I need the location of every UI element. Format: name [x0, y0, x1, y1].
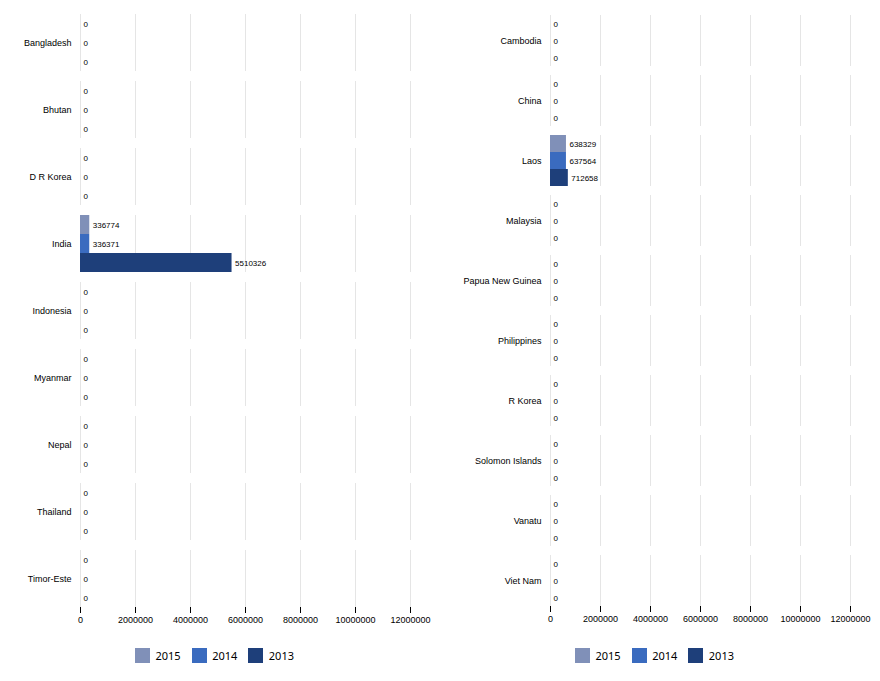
- svg-text:0: 0: [84, 594, 89, 603]
- svg-text:India: India: [52, 239, 72, 249]
- svg-text:0: 0: [84, 460, 89, 469]
- svg-text:0: 0: [84, 20, 89, 29]
- svg-text:0: 0: [554, 594, 559, 603]
- svg-text:0: 0: [554, 20, 559, 29]
- svg-text:8000000: 8000000: [733, 614, 768, 624]
- svg-text:0: 0: [84, 441, 89, 450]
- svg-text:0: 0: [84, 173, 89, 182]
- svg-text:0: 0: [84, 575, 89, 584]
- svg-text:0: 0: [554, 54, 559, 63]
- svg-text:0: 0: [554, 337, 559, 346]
- svg-text:2000000: 2000000: [118, 615, 153, 625]
- svg-text:336371: 336371: [93, 240, 120, 249]
- svg-text:0: 0: [554, 294, 559, 303]
- svg-text:Indonesia: Indonesia: [32, 306, 71, 316]
- svg-text:10000000: 10000000: [780, 614, 820, 624]
- svg-text:0: 0: [84, 39, 89, 48]
- svg-text:Nepal: Nepal: [48, 440, 72, 450]
- svg-text:0: 0: [84, 106, 89, 115]
- svg-text:0: 0: [554, 414, 559, 423]
- html-text:2013: 2013: [708, 648, 734, 663]
- svg-text:0: 0: [554, 277, 559, 286]
- svg-text:D R Korea: D R Korea: [29, 172, 71, 182]
- svg-text:Philippines: Philippines: [498, 336, 542, 346]
- svg-text:0: 0: [84, 508, 89, 517]
- svg-text:0: 0: [84, 355, 89, 364]
- svg-text:0: 0: [554, 380, 559, 389]
- html-text:2013: 2013: [268, 648, 294, 663]
- svg-text:0: 0: [84, 87, 89, 96]
- svg-text:0: 0: [554, 577, 559, 586]
- svg-text:0: 0: [84, 422, 89, 431]
- svg-text:0: 0: [554, 560, 559, 569]
- svg-text:Thailand: Thailand: [37, 507, 72, 517]
- svg-text:Viet Nam: Viet Nam: [505, 576, 542, 586]
- svg-text:637564: 637564: [569, 157, 596, 166]
- svg-text:0: 0: [84, 556, 89, 565]
- svg-text:0: 0: [554, 80, 559, 89]
- svg-text:10000000: 10000000: [335, 615, 375, 625]
- svg-text:Malaysia: Malaysia: [506, 216, 542, 226]
- svg-text:4000000: 4000000: [173, 615, 208, 625]
- svg-text:0: 0: [84, 154, 89, 163]
- svg-text:12000000: 12000000: [830, 614, 870, 624]
- svg-text:0: 0: [548, 614, 553, 624]
- svg-text:0: 0: [84, 125, 89, 134]
- svg-text:0: 0: [554, 37, 559, 46]
- html-text:2015: 2015: [155, 648, 181, 663]
- svg-text:0: 0: [84, 307, 89, 316]
- svg-text:Papua New Guinea: Papua New Guinea: [463, 276, 541, 286]
- svg-text:0: 0: [554, 97, 559, 106]
- svg-text:0: 0: [554, 474, 559, 483]
- svg-text:638329: 638329: [569, 140, 596, 149]
- svg-text:5510326: 5510326: [235, 259, 267, 268]
- svg-text:Vanatu: Vanatu: [514, 516, 542, 526]
- svg-text:0: 0: [554, 200, 559, 209]
- svg-text:0: 0: [554, 397, 559, 406]
- svg-text:2000000: 2000000: [583, 614, 618, 624]
- svg-text:0: 0: [554, 217, 559, 226]
- svg-text:0: 0: [554, 517, 559, 526]
- html-text:2014: 2014: [212, 648, 238, 663]
- svg-text:0: 0: [84, 393, 89, 402]
- svg-text:8000000: 8000000: [283, 615, 318, 625]
- svg-text:Cambodia: Cambodia: [500, 36, 541, 46]
- svg-text:Bangladesh: Bangladesh: [24, 38, 72, 48]
- svg-text:6000000: 6000000: [228, 615, 263, 625]
- html-text:2014: 2014: [652, 648, 678, 663]
- svg-text:0: 0: [554, 320, 559, 329]
- html-text:2015: 2015: [595, 648, 621, 663]
- svg-text:0: 0: [84, 527, 89, 536]
- svg-text:0: 0: [554, 500, 559, 509]
- svg-text:R Korea: R Korea: [508, 396, 541, 406]
- svg-text:0: 0: [84, 489, 89, 498]
- svg-text:0: 0: [84, 192, 89, 201]
- svg-text:0: 0: [554, 114, 559, 123]
- svg-text:0: 0: [84, 374, 89, 383]
- svg-text:Myanmar: Myanmar: [34, 373, 72, 383]
- svg-text:0: 0: [84, 288, 89, 297]
- svg-text:0: 0: [554, 234, 559, 243]
- svg-text:Laos: Laos: [522, 156, 542, 166]
- svg-text:712658: 712658: [571, 174, 598, 183]
- svg-text:12000000: 12000000: [390, 615, 430, 625]
- svg-text:0: 0: [84, 58, 89, 67]
- svg-text:0: 0: [84, 326, 89, 335]
- svg-text:Timor-Este: Timor-Este: [28, 574, 72, 584]
- svg-text:0: 0: [554, 457, 559, 466]
- svg-text:0: 0: [554, 354, 559, 363]
- svg-text:0: 0: [78, 615, 83, 625]
- svg-text:4000000: 4000000: [633, 614, 668, 624]
- svg-text:Bhutan: Bhutan: [43, 105, 72, 115]
- svg-text:336774: 336774: [93, 221, 120, 230]
- svg-text:0: 0: [554, 534, 559, 543]
- svg-text:Solomon Islands: Solomon Islands: [475, 456, 542, 466]
- svg-text:0: 0: [554, 440, 559, 449]
- svg-text:China: China: [518, 96, 542, 106]
- svg-text:6000000: 6000000: [683, 614, 718, 624]
- svg-text:0: 0: [554, 260, 559, 269]
